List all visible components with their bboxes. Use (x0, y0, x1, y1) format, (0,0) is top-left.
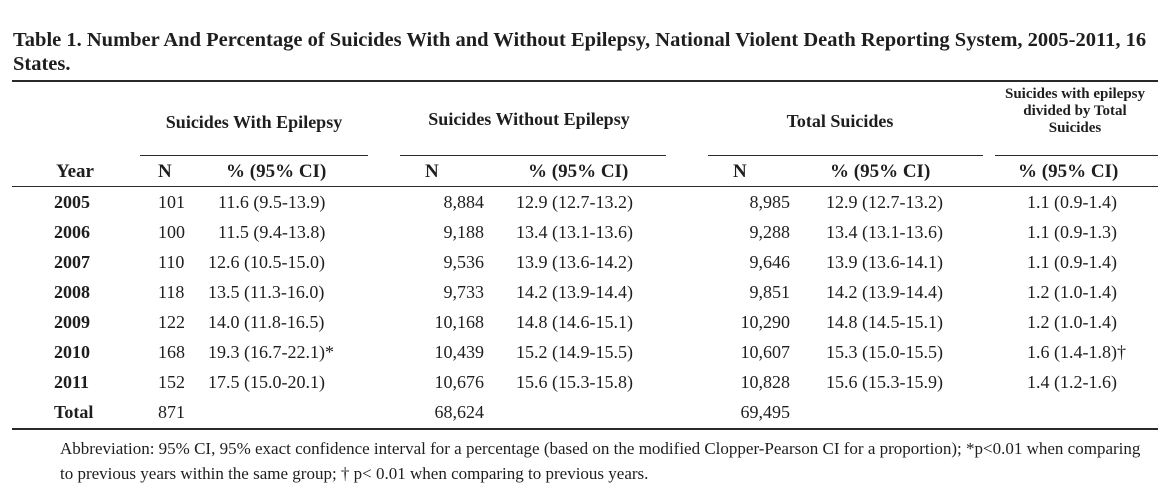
pct-ratio-cell: 1.2 (1.0-1.4) (1027, 312, 1117, 332)
col-header-pct-total: % (95% CI) (830, 161, 931, 182)
n-without-cell: 9,536 (443, 252, 485, 272)
n-with-cell: 100 (158, 222, 185, 242)
year-cell: 2008 (54, 282, 90, 302)
n-with-cell: 168 (158, 342, 185, 362)
n-with-cell: 122 (158, 312, 185, 332)
n-without-cell: 8,884 (443, 192, 485, 212)
pct-without-cell: 14.8 (14.6-15.1) (516, 312, 633, 332)
pct-with-cell: 11.5 (9.4-13.8) (218, 222, 326, 242)
year-cell: 2011 (54, 372, 90, 392)
n-without-cell: 10,168 (434, 312, 485, 332)
footnote: Abbreviation: 95% CI, 95% exact confiden… (60, 439, 1141, 483)
n-without-cell: 9,188 (443, 222, 485, 242)
year-cell: 2006 (54, 222, 90, 242)
col-header-pct-without: % (95% CI) (528, 161, 629, 182)
pct-total-cell: 12.9 (12.7-13.2) (826, 192, 943, 212)
n-total-cell: 9,288 (749, 222, 791, 242)
table-title: Table 1. Number And Percentage of Suicid… (13, 29, 1147, 75)
col-header-year: Year (56, 161, 94, 182)
n-total-cell: 8,985 (749, 192, 791, 212)
year-cell: 2010 (54, 342, 90, 362)
n-total-cell: 10,290 (740, 312, 791, 332)
group-underline-ratio (995, 155, 1158, 156)
n-with-cell: 152 (158, 372, 185, 392)
pct-total-cell: 15.6 (15.3-15.9) (826, 372, 943, 392)
col-header-pct-with: % (95% CI) (226, 161, 327, 182)
pct-total-cell: 13.9 (13.6-14.1) (826, 252, 943, 272)
group-underline-with (140, 155, 368, 156)
total-n-with: 871 (158, 402, 185, 422)
col-header-n-with: N (158, 161, 172, 182)
group-header-total: Total Suicides (786, 111, 894, 131)
pct-ratio-cell: 1.4 (1.2-1.6) (1027, 372, 1117, 392)
n-with-cell: 101 (158, 192, 185, 212)
col-header-pct-ratio: % (95% CI) (1018, 161, 1119, 182)
pct-total-cell: 13.4 (13.1-13.6) (826, 222, 943, 242)
pct-with-cell: 17.5 (15.0-20.1) (208, 372, 325, 392)
n-without-cell: 9,733 (443, 282, 485, 302)
pct-ratio-cell: 1.6 (1.4-1.8)† (1027, 342, 1126, 362)
col-header-n-total: N (733, 161, 747, 182)
pct-ratio-cell: 1.2 (1.0-1.4) (1027, 282, 1117, 302)
group-underline-total (708, 155, 983, 156)
group-header-ratio: Suicides with epilepsy divided by Total … (1004, 86, 1146, 136)
total-n-total: 69,495 (740, 402, 791, 422)
pct-with-cell: 11.6 (9.5-13.9) (218, 192, 326, 212)
pct-without-cell: 13.9 (13.6-14.2) (516, 252, 633, 272)
pct-total-cell: 14.8 (14.5-15.1) (826, 312, 943, 332)
n-without-cell: 10,439 (434, 342, 485, 362)
top-rule (12, 80, 1158, 82)
pct-without-cell: 14.2 (13.9-14.4) (516, 282, 633, 302)
pct-without-cell: 13.4 (13.1-13.6) (516, 222, 633, 242)
n-total-cell: 9,851 (749, 282, 791, 302)
pct-without-cell: 15.2 (14.9-15.5) (516, 342, 633, 362)
pct-with-cell: 19.3 (16.7-22.1)* (208, 342, 334, 362)
n-with-cell: 118 (158, 282, 185, 302)
pct-ratio-cell: 1.1 (0.9-1.4) (1027, 252, 1117, 272)
total-n-without: 68,624 (434, 402, 485, 422)
group-underline-without (400, 155, 666, 156)
pct-without-cell: 12.9 (12.7-13.2) (516, 192, 633, 212)
pct-total-cell: 15.3 (15.0-15.5) (826, 342, 943, 362)
pct-total-cell: 14.2 (13.9-14.4) (826, 282, 943, 302)
n-total-cell: 9,646 (749, 252, 791, 272)
n-with-cell: 110 (158, 252, 185, 272)
year-cell: 2009 (54, 312, 90, 332)
n-total-cell: 10,607 (740, 342, 791, 362)
pct-with-cell: 14.0 (11.8-16.5) (208, 312, 325, 332)
col-header-n-without: N (425, 161, 439, 182)
bottom-rule (12, 428, 1158, 430)
pct-ratio-cell: 1.1 (0.9-1.4) (1027, 192, 1117, 212)
year-cell: 2005 (54, 192, 90, 212)
total-label: Total (54, 402, 94, 422)
group-header-without-epilepsy: Suicides Without Epilepsy (428, 109, 630, 129)
header-rule (12, 186, 1158, 187)
n-total-cell: 10,828 (740, 372, 791, 392)
pct-ratio-cell: 1.1 (0.9-1.3) (1027, 222, 1117, 242)
n-without-cell: 10,676 (434, 372, 485, 392)
group-header-with-epilepsy: Suicides With Epilepsy (165, 112, 343, 132)
pct-without-cell: 15.6 (15.3-15.8) (516, 372, 633, 392)
pct-with-cell: 13.5 (11.3-16.0) (208, 282, 325, 302)
pct-with-cell: 12.6 (10.5-15.0) (208, 252, 325, 272)
year-cell: 2007 (54, 252, 90, 272)
